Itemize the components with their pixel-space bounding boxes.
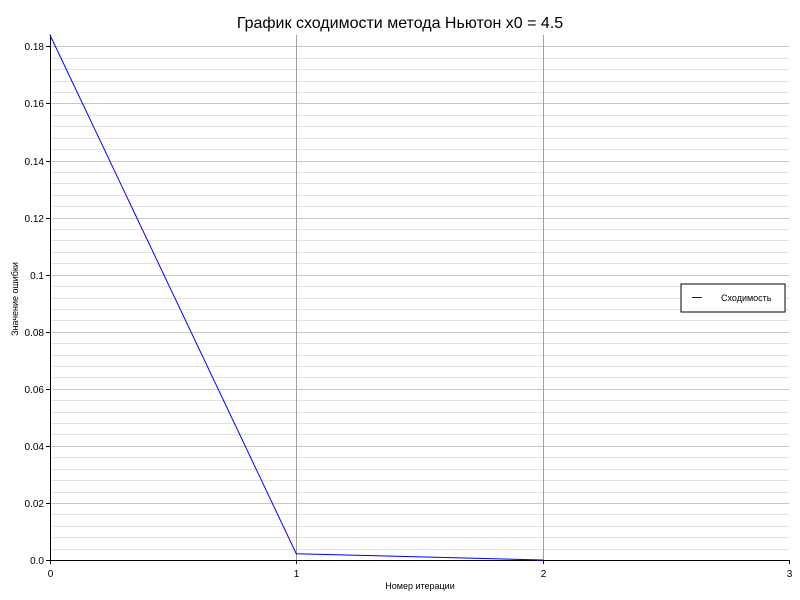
- y-tick-label: 0.12: [25, 214, 45, 225]
- x-tick-label: 3: [787, 569, 793, 580]
- major-gridlines: [50, 35, 789, 560]
- y-tick-label: 0.08: [25, 328, 45, 339]
- y-axis-label: Значение ошибки: [10, 262, 20, 336]
- y-tick-label: 0.06: [25, 385, 45, 396]
- x-tick-label: 2: [541, 569, 547, 580]
- y-tick-label: 0.1: [30, 271, 44, 282]
- data-point: [295, 553, 297, 555]
- y-tick-label: 0.14: [25, 157, 45, 168]
- legend: Сходимость: [680, 283, 786, 313]
- y-axis-ticks: 0.0 0.02 0.04 0.06 0.08 0.1 0.12 0.14 0.16 0.18: [25, 42, 50, 567]
- axes: [50, 35, 789, 561]
- series-layer: [49, 34, 544, 561]
- minor-gridlines: [50, 58, 789, 550]
- data-point: [49, 34, 51, 36]
- y-tick-label: 0.02: [25, 499, 45, 510]
- y-tick-label: 0.04: [25, 442, 45, 453]
- data-point: [542, 559, 544, 561]
- x-tick-label: 1: [294, 569, 300, 580]
- x-tick-label: 0: [48, 569, 54, 580]
- chart-title: График сходимости метода Ньютон x0 = 4.5: [237, 15, 563, 32]
- x-axis-ticks: 0 1 2 3: [48, 560, 793, 580]
- y-tick-label: 0.18: [25, 42, 45, 53]
- y-tick-label: 0.0: [30, 556, 44, 567]
- y-tick-label: 0.16: [25, 99, 45, 110]
- x-axis-label: Номер итерации: [385, 581, 454, 591]
- legend-label: Сходимость: [721, 293, 772, 303]
